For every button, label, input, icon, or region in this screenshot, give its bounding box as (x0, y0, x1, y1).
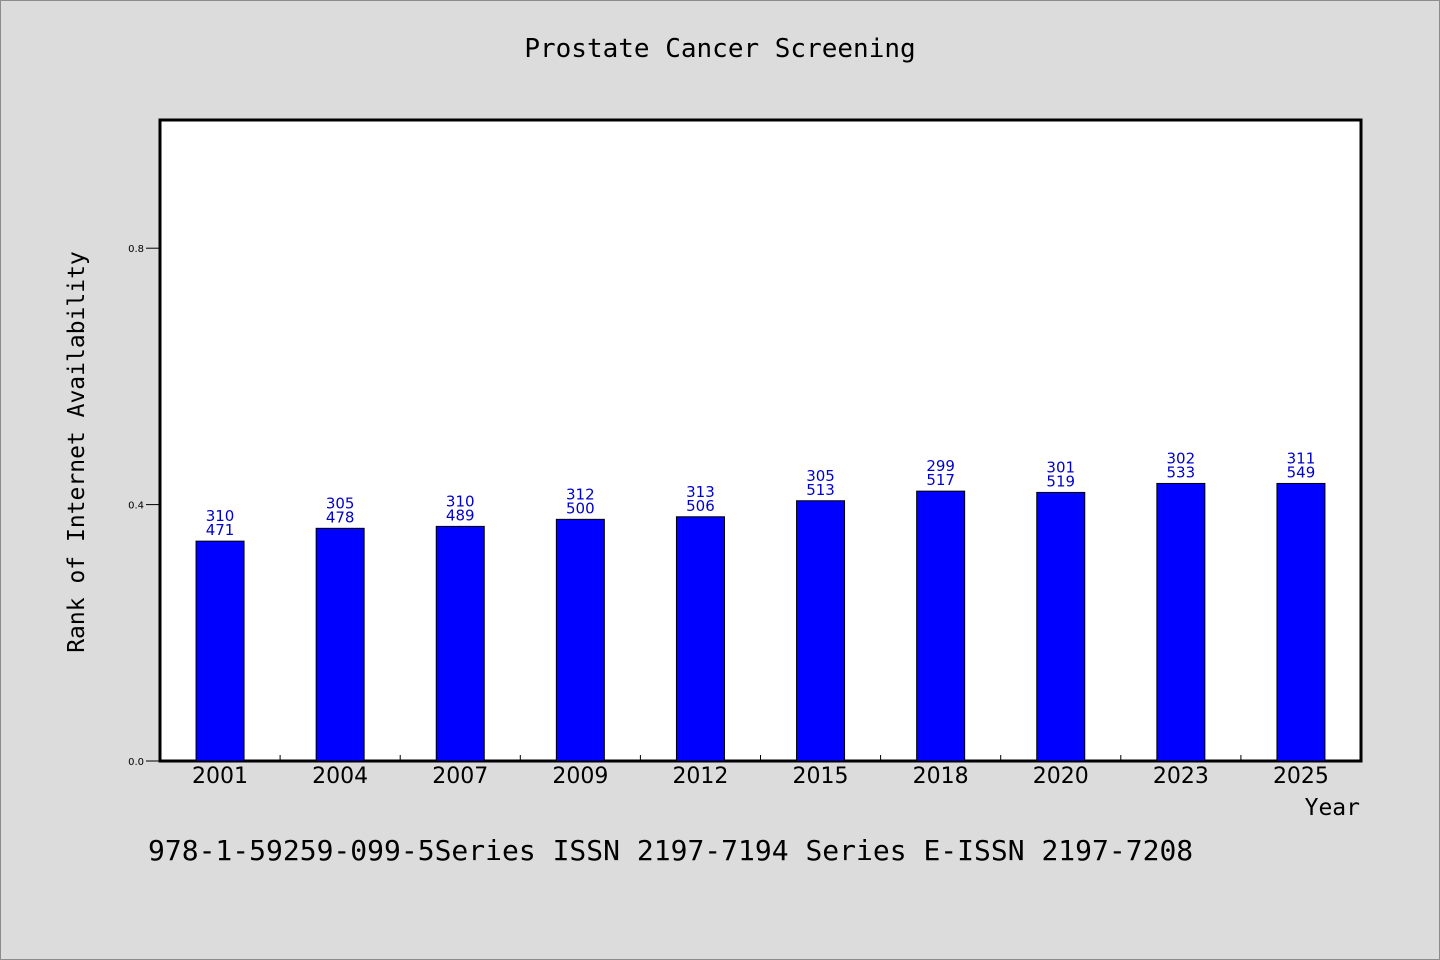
bar-label-bottom-2012: 506 (686, 497, 715, 515)
footer-note: 978-1-59259-099-5Series ISSN 2197-7194 S… (148, 834, 1194, 867)
x-axis-label: Year (1304, 795, 1360, 821)
bar-label-top-2007: 310 (446, 492, 475, 510)
x-tick-label-2018: 2018 (913, 764, 969, 789)
bar-2004 (315, 527, 365, 762)
bar-label-bottom-2020: 519 (1046, 472, 1075, 490)
y-tick-label-0.4: 0.4 (128, 501, 144, 512)
bar-2007 (435, 525, 485, 762)
bar-label-bottom-2004: 478 (326, 508, 355, 526)
bar-2015 (796, 500, 846, 762)
y-tick-label-0.8: 0.8 (128, 244, 144, 255)
bar-2001 (195, 540, 245, 762)
bar-label-top-2018: 299 (926, 457, 955, 475)
bar-label-bottom-2009: 500 (566, 499, 595, 517)
y-tick-label-0.0: 0.0 (128, 757, 144, 768)
bar-label-top-2009: 312 (566, 485, 595, 503)
bar-label-bottom-2007: 489 (446, 506, 475, 524)
bar-label-top-2023: 302 (1167, 449, 1196, 467)
x-tick-label-2025: 2025 (1273, 764, 1329, 789)
bar-2020 (1036, 491, 1086, 762)
bar-label-top-2001: 310 (206, 507, 235, 525)
bar-2018 (916, 490, 966, 762)
bar-2025 (1276, 482, 1326, 762)
bar-label-top-2004: 305 (326, 494, 355, 512)
x-tick-label-2015: 2015 (793, 764, 849, 789)
x-tick-label-2020: 2020 (1033, 764, 1089, 789)
bar-2023 (1156, 482, 1206, 762)
bar-label-top-2025: 311 (1287, 449, 1316, 467)
bar-label-top-2020: 301 (1046, 458, 1075, 476)
x-tick-label-2001: 2001 (192, 764, 248, 789)
bar-2012 (675, 516, 725, 762)
bar-label-bottom-2018: 517 (926, 471, 955, 489)
x-tick-label-2023: 2023 (1153, 764, 1209, 789)
x-tick-label-2007: 2007 (432, 764, 488, 789)
bar-label-bottom-2001: 471 (206, 521, 235, 539)
bar-label-bottom-2015: 513 (806, 481, 835, 499)
bar-label-bottom-2023: 533 (1167, 463, 1196, 481)
bar-label-top-2012: 313 (686, 483, 715, 501)
x-tick-label-2012: 2012 (672, 764, 728, 789)
x-tick-label-2004: 2004 (312, 764, 368, 789)
bar-label-bottom-2025: 549 (1287, 463, 1316, 481)
chart-title: Prostate Cancer Screening (524, 34, 916, 64)
x-tick-label-2009: 2009 (552, 764, 608, 789)
bar-label-top-2015: 305 (806, 467, 835, 485)
bar-2009 (555, 518, 605, 762)
